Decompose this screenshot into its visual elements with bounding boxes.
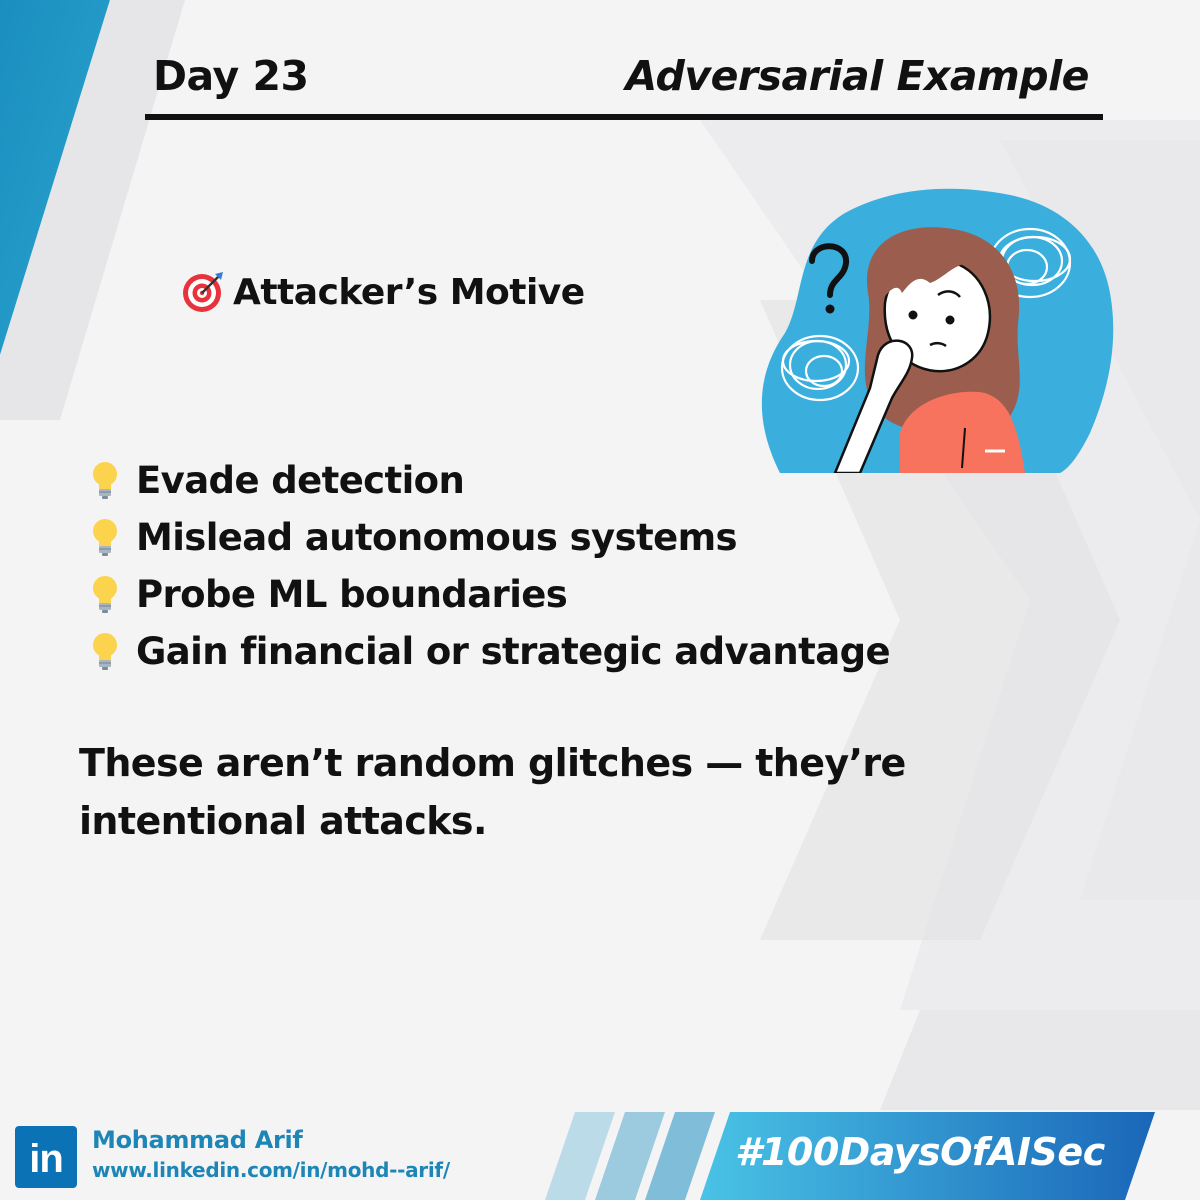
list-item: Gain financial or strategic advantage [88,623,891,680]
lightbulb-icon [93,632,117,670]
day-title: Day 23 [153,52,309,100]
linkedin-icon[interactable]: in [15,1126,77,1188]
motive-label: Mislead autonomous systems [136,516,738,559]
header-divider [145,114,1103,120]
topic-title: Adversarial Example [625,52,1090,100]
confused-girl-illustration [761,188,1114,473]
conclusion-line-2: intentional attacks. [79,799,487,843]
hashtag-banner [545,1112,1155,1200]
author-profile-link[interactable]: www.linkedin.com/in/mohd--arif/ [92,1158,450,1182]
motive-label: Gain financial or strategic advantage [136,630,891,673]
motive-label: Evade detection [136,459,465,502]
header: Day 23 Adversarial Example [145,52,1103,122]
conclusion-text: These aren’t random glitches — they’re i… [79,734,979,850]
lightbulb-icon [93,461,117,499]
section-heading: Attacker’s Motive [181,270,585,314]
author-name: Mohammad Arif [92,1126,303,1154]
lightbulb-icon [93,518,117,556]
section-heading-text: Attacker’s Motive [233,271,585,313]
linkedin-logo-text: in [29,1137,64,1181]
motive-list: Evade detection Mislead autonomous syste… [88,452,891,680]
list-item: Evade detection [88,452,890,509]
hashtag-label: #100DaysOfAISec [735,1130,1105,1174]
conclusion-line-1: These aren’t random glitches — they’re [79,741,906,785]
target-icon [183,272,223,312]
lightbulb-icon [93,575,117,613]
list-item: Mislead autonomous systems [88,509,890,566]
motive-label: Probe ML boundaries [136,573,568,616]
list-item: Probe ML boundaries [88,566,890,623]
